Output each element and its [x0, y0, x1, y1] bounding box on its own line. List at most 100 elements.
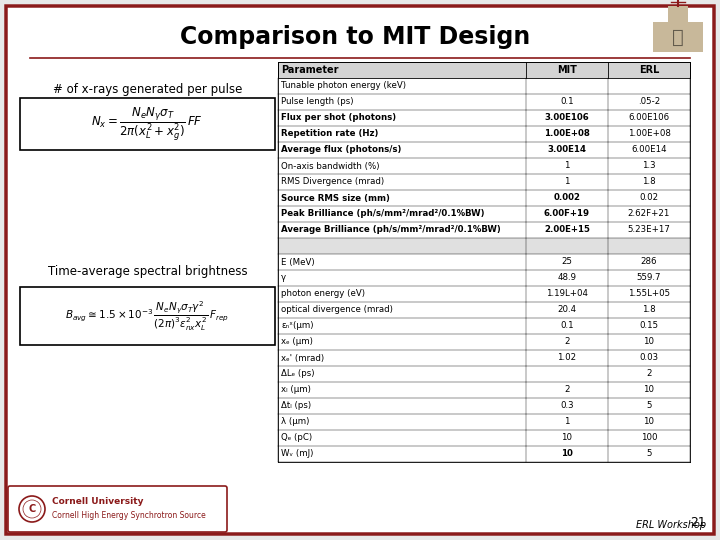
Text: Cornell High Energy Synchrotron Source: Cornell High Energy Synchrotron Source: [52, 510, 206, 519]
Text: Tunable photon energy (keV): Tunable photon energy (keV): [281, 82, 406, 91]
Bar: [278, 142, 690, 158]
Text: 10: 10: [644, 338, 654, 347]
FancyBboxPatch shape: [6, 6, 714, 534]
Text: Δtₗ (ps): Δtₗ (ps): [281, 402, 311, 410]
Text: Parameter: Parameter: [281, 65, 338, 75]
FancyBboxPatch shape: [8, 486, 227, 532]
Text: Cornell University: Cornell University: [52, 497, 143, 507]
Text: 5.23E+17: 5.23E+17: [628, 226, 670, 234]
Text: xₗ (μm): xₗ (μm): [281, 386, 311, 395]
Text: Pulse length (ps): Pulse length (ps): [281, 98, 354, 106]
Text: 2: 2: [647, 369, 652, 379]
Bar: [278, 366, 690, 382]
Text: Qₑ (pC): Qₑ (pC): [281, 434, 312, 442]
Text: 10: 10: [644, 386, 654, 395]
Text: Flux per shot (photons): Flux per shot (photons): [281, 113, 396, 123]
Text: 1.55L+05: 1.55L+05: [628, 289, 670, 299]
Bar: [278, 206, 690, 222]
Text: 48.9: 48.9: [557, 273, 577, 282]
Bar: [278, 78, 690, 94]
Text: 6.00E106: 6.00E106: [629, 113, 670, 123]
Text: 10: 10: [644, 417, 654, 427]
Bar: [278, 126, 690, 142]
Text: ERL Workshop: ERL Workshop: [636, 520, 706, 530]
Text: photon energy (eV): photon energy (eV): [281, 289, 365, 299]
Bar: [278, 446, 690, 462]
Text: $N_x = \dfrac{N_e N_\gamma \sigma_T}{2\pi(x_L^2 + x_g^2)}\,FF$: $N_x = \dfrac{N_e N_\gamma \sigma_T}{2\p…: [91, 105, 203, 143]
Text: .05-2: .05-2: [638, 98, 660, 106]
Bar: [278, 334, 690, 350]
Text: 6.00E14: 6.00E14: [631, 145, 667, 154]
Text: Comparison to MIT Design: Comparison to MIT Design: [180, 25, 530, 49]
Bar: [278, 398, 690, 414]
Bar: [278, 254, 690, 270]
Text: 286: 286: [641, 258, 657, 267]
Bar: [20, 98, 275, 150]
Text: 1.8: 1.8: [642, 178, 656, 186]
Text: Time-average spectral brightness: Time-average spectral brightness: [48, 266, 248, 279]
Text: 10: 10: [562, 434, 572, 442]
Text: 2: 2: [564, 338, 570, 347]
Bar: [278, 302, 690, 318]
Text: 5: 5: [647, 449, 652, 458]
Text: On-axis bandwidth (%): On-axis bandwidth (%): [281, 161, 379, 171]
Text: 0.1: 0.1: [560, 98, 574, 106]
Text: 100: 100: [641, 434, 657, 442]
Bar: [278, 190, 690, 206]
Text: E (MeV): E (MeV): [281, 258, 315, 267]
Text: 1.3: 1.3: [642, 161, 656, 171]
Text: 3.00E14: 3.00E14: [547, 145, 587, 154]
Bar: [278, 430, 690, 446]
Text: C: C: [28, 504, 35, 514]
Text: 0.02: 0.02: [639, 193, 659, 202]
Text: Source RMS size (mm): Source RMS size (mm): [281, 193, 390, 202]
Text: 3.00E106: 3.00E106: [544, 113, 590, 123]
Text: 1.00E+08: 1.00E+08: [544, 130, 590, 138]
Text: Repetition rate (Hz): Repetition rate (Hz): [281, 130, 379, 138]
Text: # of x-rays generated per pulse: # of x-rays generated per pulse: [53, 84, 243, 97]
Bar: [278, 62, 690, 78]
Text: Average flux (photons/s): Average flux (photons/s): [281, 145, 401, 154]
Text: 1.19L+04: 1.19L+04: [546, 289, 588, 299]
Text: 2: 2: [564, 386, 570, 395]
Text: εₙˣ(μm): εₙˣ(μm): [281, 321, 313, 330]
Text: 1.8: 1.8: [642, 306, 656, 314]
Bar: [278, 222, 690, 238]
Text: 0.002: 0.002: [554, 193, 580, 202]
Text: 0.03: 0.03: [639, 354, 659, 362]
Text: xₑ' (mrad): xₑ' (mrad): [281, 354, 324, 362]
Text: 1: 1: [564, 178, 570, 186]
Text: 10: 10: [561, 449, 573, 458]
Bar: [278, 270, 690, 286]
Bar: [278, 158, 690, 174]
Text: 2.00E+15: 2.00E+15: [544, 226, 590, 234]
Text: 0.3: 0.3: [560, 402, 574, 410]
Text: ΔLₑ (ps): ΔLₑ (ps): [281, 369, 315, 379]
Text: xₑ (μm): xₑ (μm): [281, 338, 313, 347]
Bar: [278, 286, 690, 302]
Text: Average Brilliance (ph/s/mm²/mrad²/0.1%BW): Average Brilliance (ph/s/mm²/mrad²/0.1%B…: [281, 226, 500, 234]
Bar: [278, 174, 690, 190]
Text: 21: 21: [690, 516, 706, 529]
Text: Peak Brilliance (ph/s/mm²/mrad²/0.1%BW): Peak Brilliance (ph/s/mm²/mrad²/0.1%BW): [281, 210, 485, 219]
Text: λ (μm): λ (μm): [281, 417, 310, 427]
Text: optical divergence (mrad): optical divergence (mrad): [281, 306, 393, 314]
Text: 2.62F+21: 2.62F+21: [628, 210, 670, 219]
Text: 0.1: 0.1: [560, 321, 574, 330]
Text: Wᵥ (mJ): Wᵥ (mJ): [281, 449, 313, 458]
Bar: [278, 414, 690, 430]
Text: 6.00F+19: 6.00F+19: [544, 210, 590, 219]
Bar: [278, 238, 690, 254]
Text: 20.4: 20.4: [557, 306, 577, 314]
Text: 1: 1: [564, 161, 570, 171]
Bar: [278, 318, 690, 334]
Text: 25: 25: [562, 258, 572, 267]
Text: MIT: MIT: [557, 65, 577, 75]
Text: 559.7: 559.7: [636, 273, 661, 282]
Text: 1.02: 1.02: [557, 354, 577, 362]
Text: 1: 1: [564, 417, 570, 427]
Bar: [278, 110, 690, 126]
Bar: [653, 22, 703, 52]
Bar: [278, 350, 690, 366]
Text: 🏛: 🏛: [672, 28, 684, 46]
